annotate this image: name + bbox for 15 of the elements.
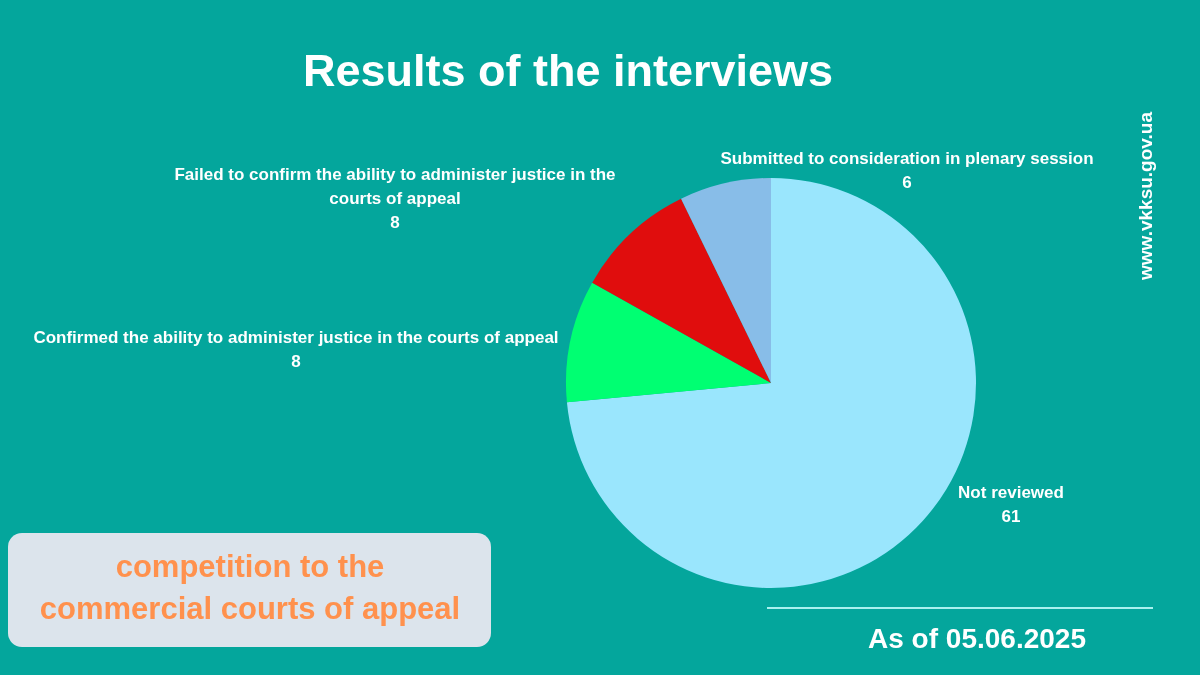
data-label: 61: [1001, 507, 1021, 526]
data-label: 8: [291, 352, 301, 371]
pie-slice: [592, 198, 771, 383]
slice-label: Failed to confirm the ability to administer justice in the courts of appeal: [174, 165, 616, 208]
text: www.vkksu.gov.ua: [1135, 111, 1156, 281]
slice-label: Confirmed the ability to administer justice in the courts of appeal: [33, 328, 559, 347]
chart-title: Results of the interviews: [302, 45, 834, 96]
pie-slice: [681, 178, 771, 383]
text: As of 05.06.2025: [868, 623, 1086, 654]
slice-label: Not reviewed: [958, 483, 1064, 502]
data-label: 6: [902, 173, 912, 192]
text: competition to the commercial courts of appeal: [39, 549, 461, 626]
pie-slice: [566, 282, 771, 403]
slice-label: Submitted to consideration in plenary session: [720, 149, 1094, 168]
data-label: 8: [390, 213, 400, 232]
